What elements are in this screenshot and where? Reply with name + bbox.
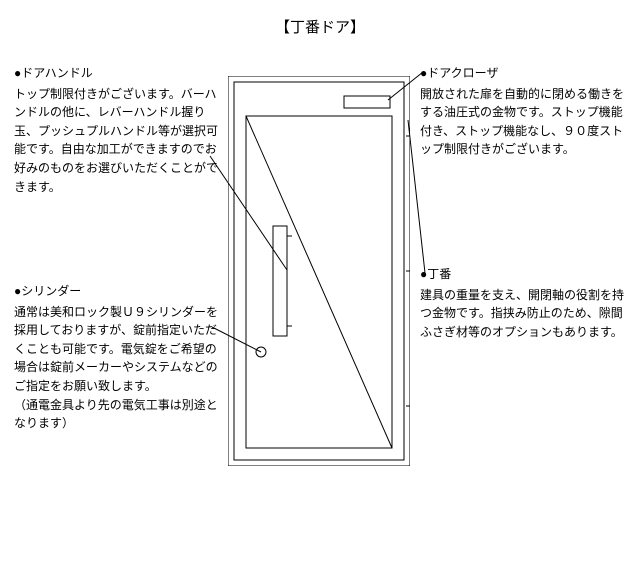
left-heading-1: ●シリンダー: [14, 282, 224, 301]
door-leaf: [234, 82, 404, 460]
right-body-0: 開放された扉を自動的に閉める働きをする油圧式の金物です。ストップ機能付き、ストッ…: [420, 85, 630, 159]
diagram-page: 【丁番ドア】 ●ドアハンドルトップ制限付きがございます。バーハンドルの他に、レバ…: [0, 0, 640, 567]
left-block-1: ●シリンダー通常は美和ロック製Ｕ９シリンダーを採用しておりますが、錠前指定いただ…: [14, 282, 224, 433]
right-block-0: ●ドアクローザ開放された扉を自動的に閉める働きをする油圧式の金物です。ストップ機…: [420, 64, 630, 159]
left-body-0: トップ制限付きがございます。バーハンドルの他に、レバーハンドル握り玉、プッシュプ…: [14, 85, 224, 197]
right-heading-1: ●丁番: [420, 265, 630, 284]
door-svg: [228, 76, 410, 466]
door-closer: [344, 96, 390, 108]
left-body-1: 通常は美和ロック製Ｕ９シリンダーを採用しておりますが、錠前指定いただくことも可能…: [14, 303, 224, 433]
door-cylinder: [256, 347, 266, 357]
door-outer-frame: [228, 76, 410, 466]
door-handle-bar: [273, 226, 287, 336]
left-annotations: ●ドアハンドルトップ制限付きがございます。バーハンドルの他に、レバーハンドル握り…: [14, 0, 224, 567]
left-block-0: ●ドアハンドルトップ制限付きがございます。バーハンドルの他に、レバーハンドル握り…: [14, 64, 224, 196]
right-annotations: ●ドアクローザ開放された扉を自動的に閉める働きをする油圧式の金物です。ストップ機…: [420, 0, 630, 567]
right-block-1: ●丁番建具の重量を支え、開閉軸の役割を持つ金物です。指挟み防止のため、隙間ふさぎ…: [420, 265, 630, 341]
right-body-1: 建具の重量を支え、開閉軸の役割を持つ金物です。指挟み防止のため、隙間ふさぎ材等の…: [420, 286, 630, 342]
door-glass-diagonal: [246, 116, 392, 448]
right-heading-0: ●ドアクローザ: [420, 64, 630, 83]
door-illustration: [228, 76, 410, 466]
left-heading-0: ●ドアハンドル: [14, 64, 224, 83]
